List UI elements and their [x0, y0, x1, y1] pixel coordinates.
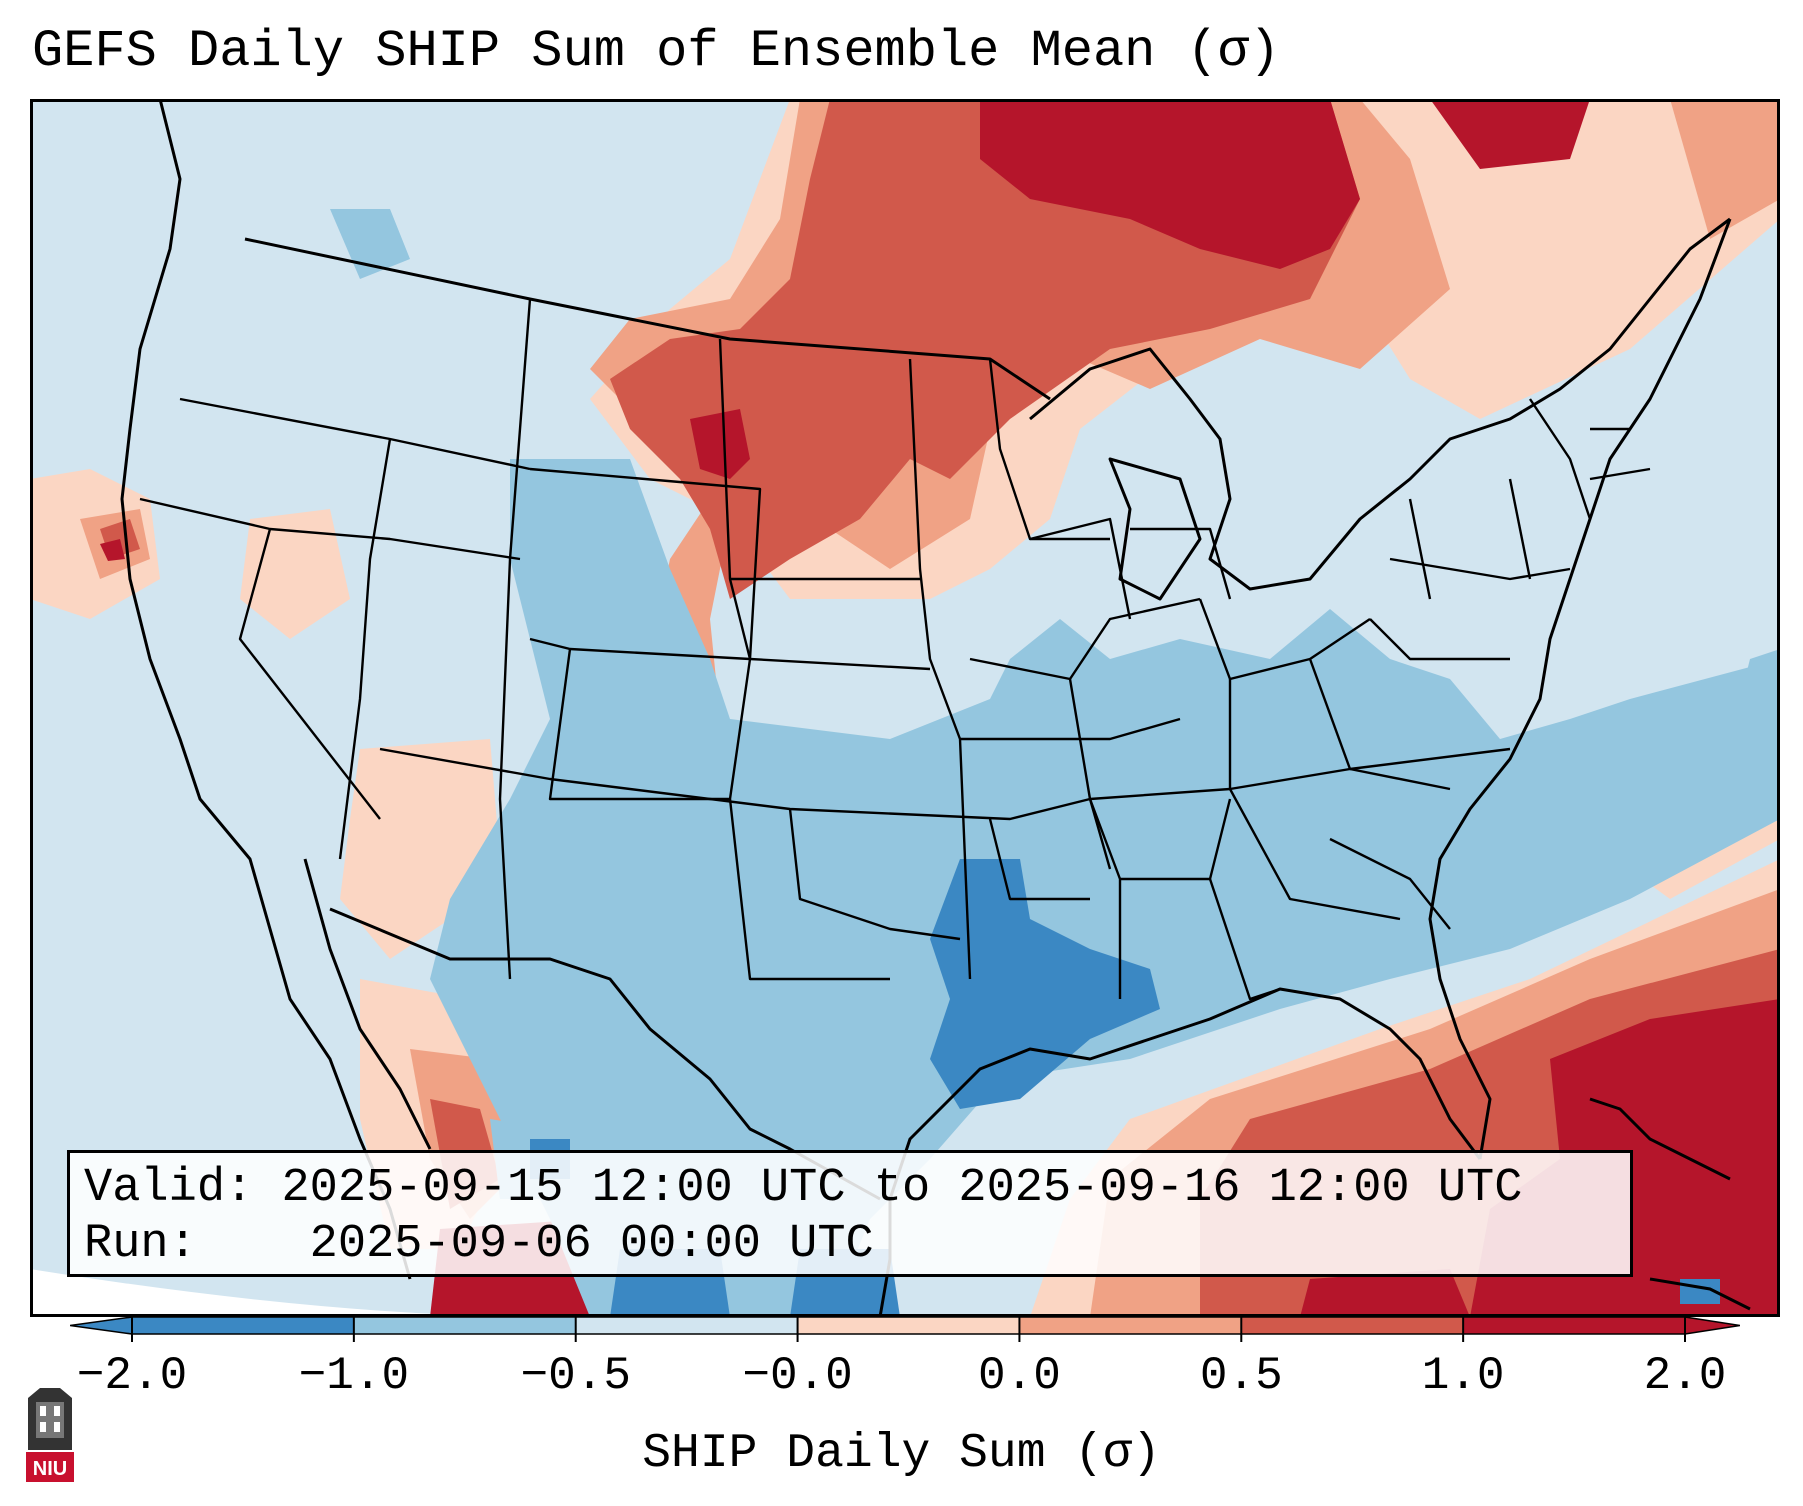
colorbar-segments — [70, 1316, 1740, 1335]
colorbar-tick-label: 0.5 — [1200, 1350, 1283, 1402]
us-mexico-border — [329, 907, 881, 1201]
chart-title: GEFS Daily SHIP Sum of Ensemble Mean (σ) — [32, 22, 1281, 81]
colorbar-segment — [575, 1317, 799, 1334]
colorbar-extend-low — [70, 1316, 133, 1335]
colorbar-ticks: −2.0 −1.0 −0.5 −0.0 0.0 0.5 1.0 2.0 — [77, 1317, 1727, 1402]
colorbar-segment — [132, 1317, 355, 1334]
run-label: Run: — [84, 1218, 197, 1271]
colorbar-tick-label: −2.0 — [77, 1350, 187, 1402]
baja-coastline — [303, 858, 432, 1150]
valid-run-info-box: Valid: 2025-09-15 12:00 UTC to 2025-09-1… — [67, 1150, 1633, 1277]
colorbar-tick-label: 2.0 — [1644, 1350, 1727, 1402]
colorbar-tick-label: −0.5 — [521, 1350, 631, 1402]
colorbar-tick-label: −0.0 — [742, 1350, 852, 1402]
colorbar-extend-high — [1684, 1316, 1740, 1335]
colorbar: −2.0 −1.0 −0.5 −0.0 0.0 0.5 1.0 2.0 — [70, 1316, 1740, 1402]
colorbar-segment — [797, 1317, 1020, 1334]
great-lakes-outline — [1029, 217, 1731, 591]
colorbar-segment — [1241, 1317, 1464, 1334]
colorbar-segment — [1019, 1317, 1242, 1334]
run-value: 2025-09-06 00:00 UTC — [309, 1218, 874, 1271]
pacific-coastline — [120, 99, 412, 1280]
colorbar-segment — [353, 1317, 577, 1334]
colorbar-tick-label: 1.0 — [1422, 1350, 1505, 1402]
state-boundaries — [139, 298, 1651, 1001]
caribbean-islands — [1589, 1097, 1751, 1311]
colorbar-label: SHIP Daily Sum (σ) — [642, 1427, 1161, 1481]
colorbar-tick-label: −1.0 — [299, 1350, 409, 1402]
ship-anomaly-map — [30, 99, 1780, 1317]
colorbar-tick-label: 0.0 — [978, 1350, 1061, 1402]
colorbar-segment — [1463, 1317, 1686, 1334]
niu-logo: NIU — [26, 1388, 74, 1482]
map-frame — [30, 99, 1780, 1317]
valid-value: 2025-09-15 12:00 UTC to 2025-09-16 12:00… — [281, 1162, 1523, 1215]
logo-text: NIU — [33, 1458, 67, 1480]
valid-label: Valid: — [84, 1162, 254, 1215]
us-canada-border — [244, 237, 1051, 401]
outside-domain — [30, 1269, 550, 1317]
